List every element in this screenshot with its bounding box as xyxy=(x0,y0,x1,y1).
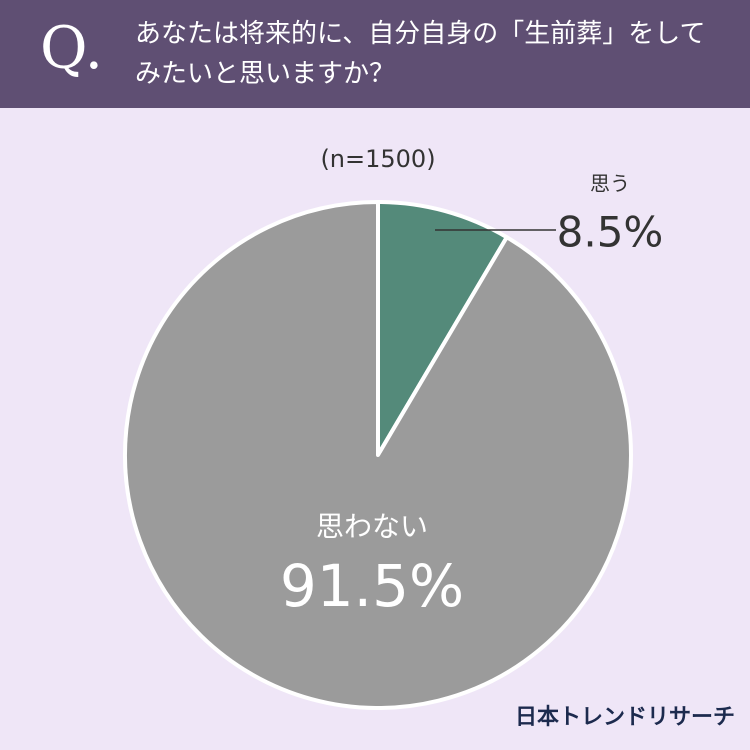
chart-title: あなたは将来的に、自分自身の「生前葬」をしてみたいと思いますか？ xyxy=(135,19,706,89)
value-label: 91.5% xyxy=(280,552,464,620)
pie-slice xyxy=(123,200,633,710)
category-label: 思わない xyxy=(316,510,428,543)
category-label: 思う xyxy=(590,172,630,196)
pie-slice xyxy=(376,200,509,457)
chart-subtitle: (n=1500) xyxy=(320,145,435,173)
question-marker: Q. xyxy=(40,14,104,82)
value-label: 8.5% xyxy=(557,208,664,257)
header: Q. あなたは将来的に、自分自身の「生前葬」をしてみたいと思いますか？ xyxy=(0,0,750,108)
source: 日本トレンドリサーチ xyxy=(515,705,735,730)
